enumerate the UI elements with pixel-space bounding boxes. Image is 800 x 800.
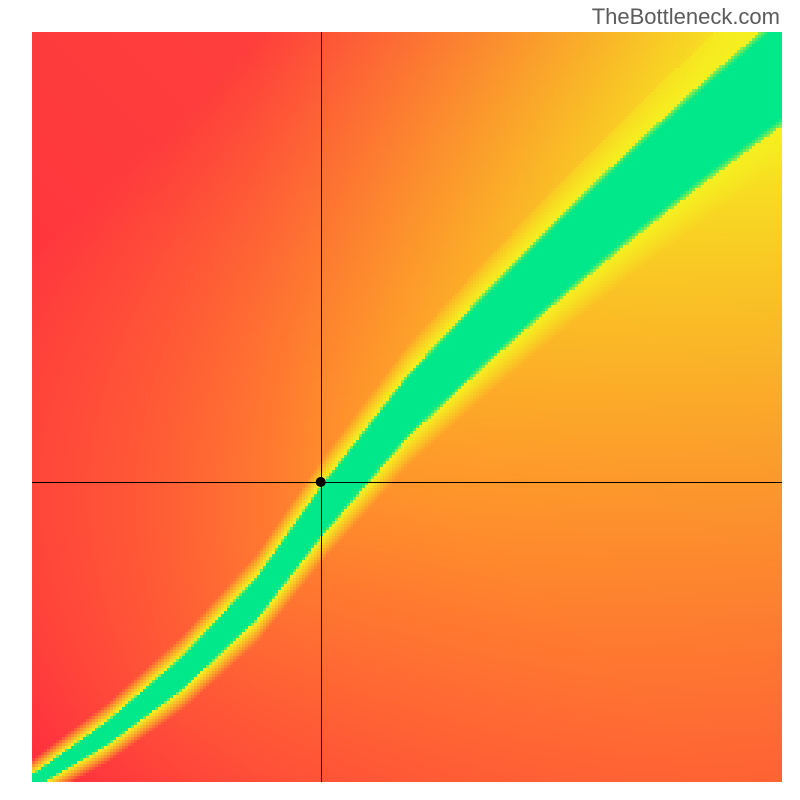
watermark-text: TheBottleneck.com (592, 4, 780, 30)
bottleneck-heatmap-canvas (0, 0, 800, 800)
chart-container: TheBottleneck.com (0, 0, 800, 800)
